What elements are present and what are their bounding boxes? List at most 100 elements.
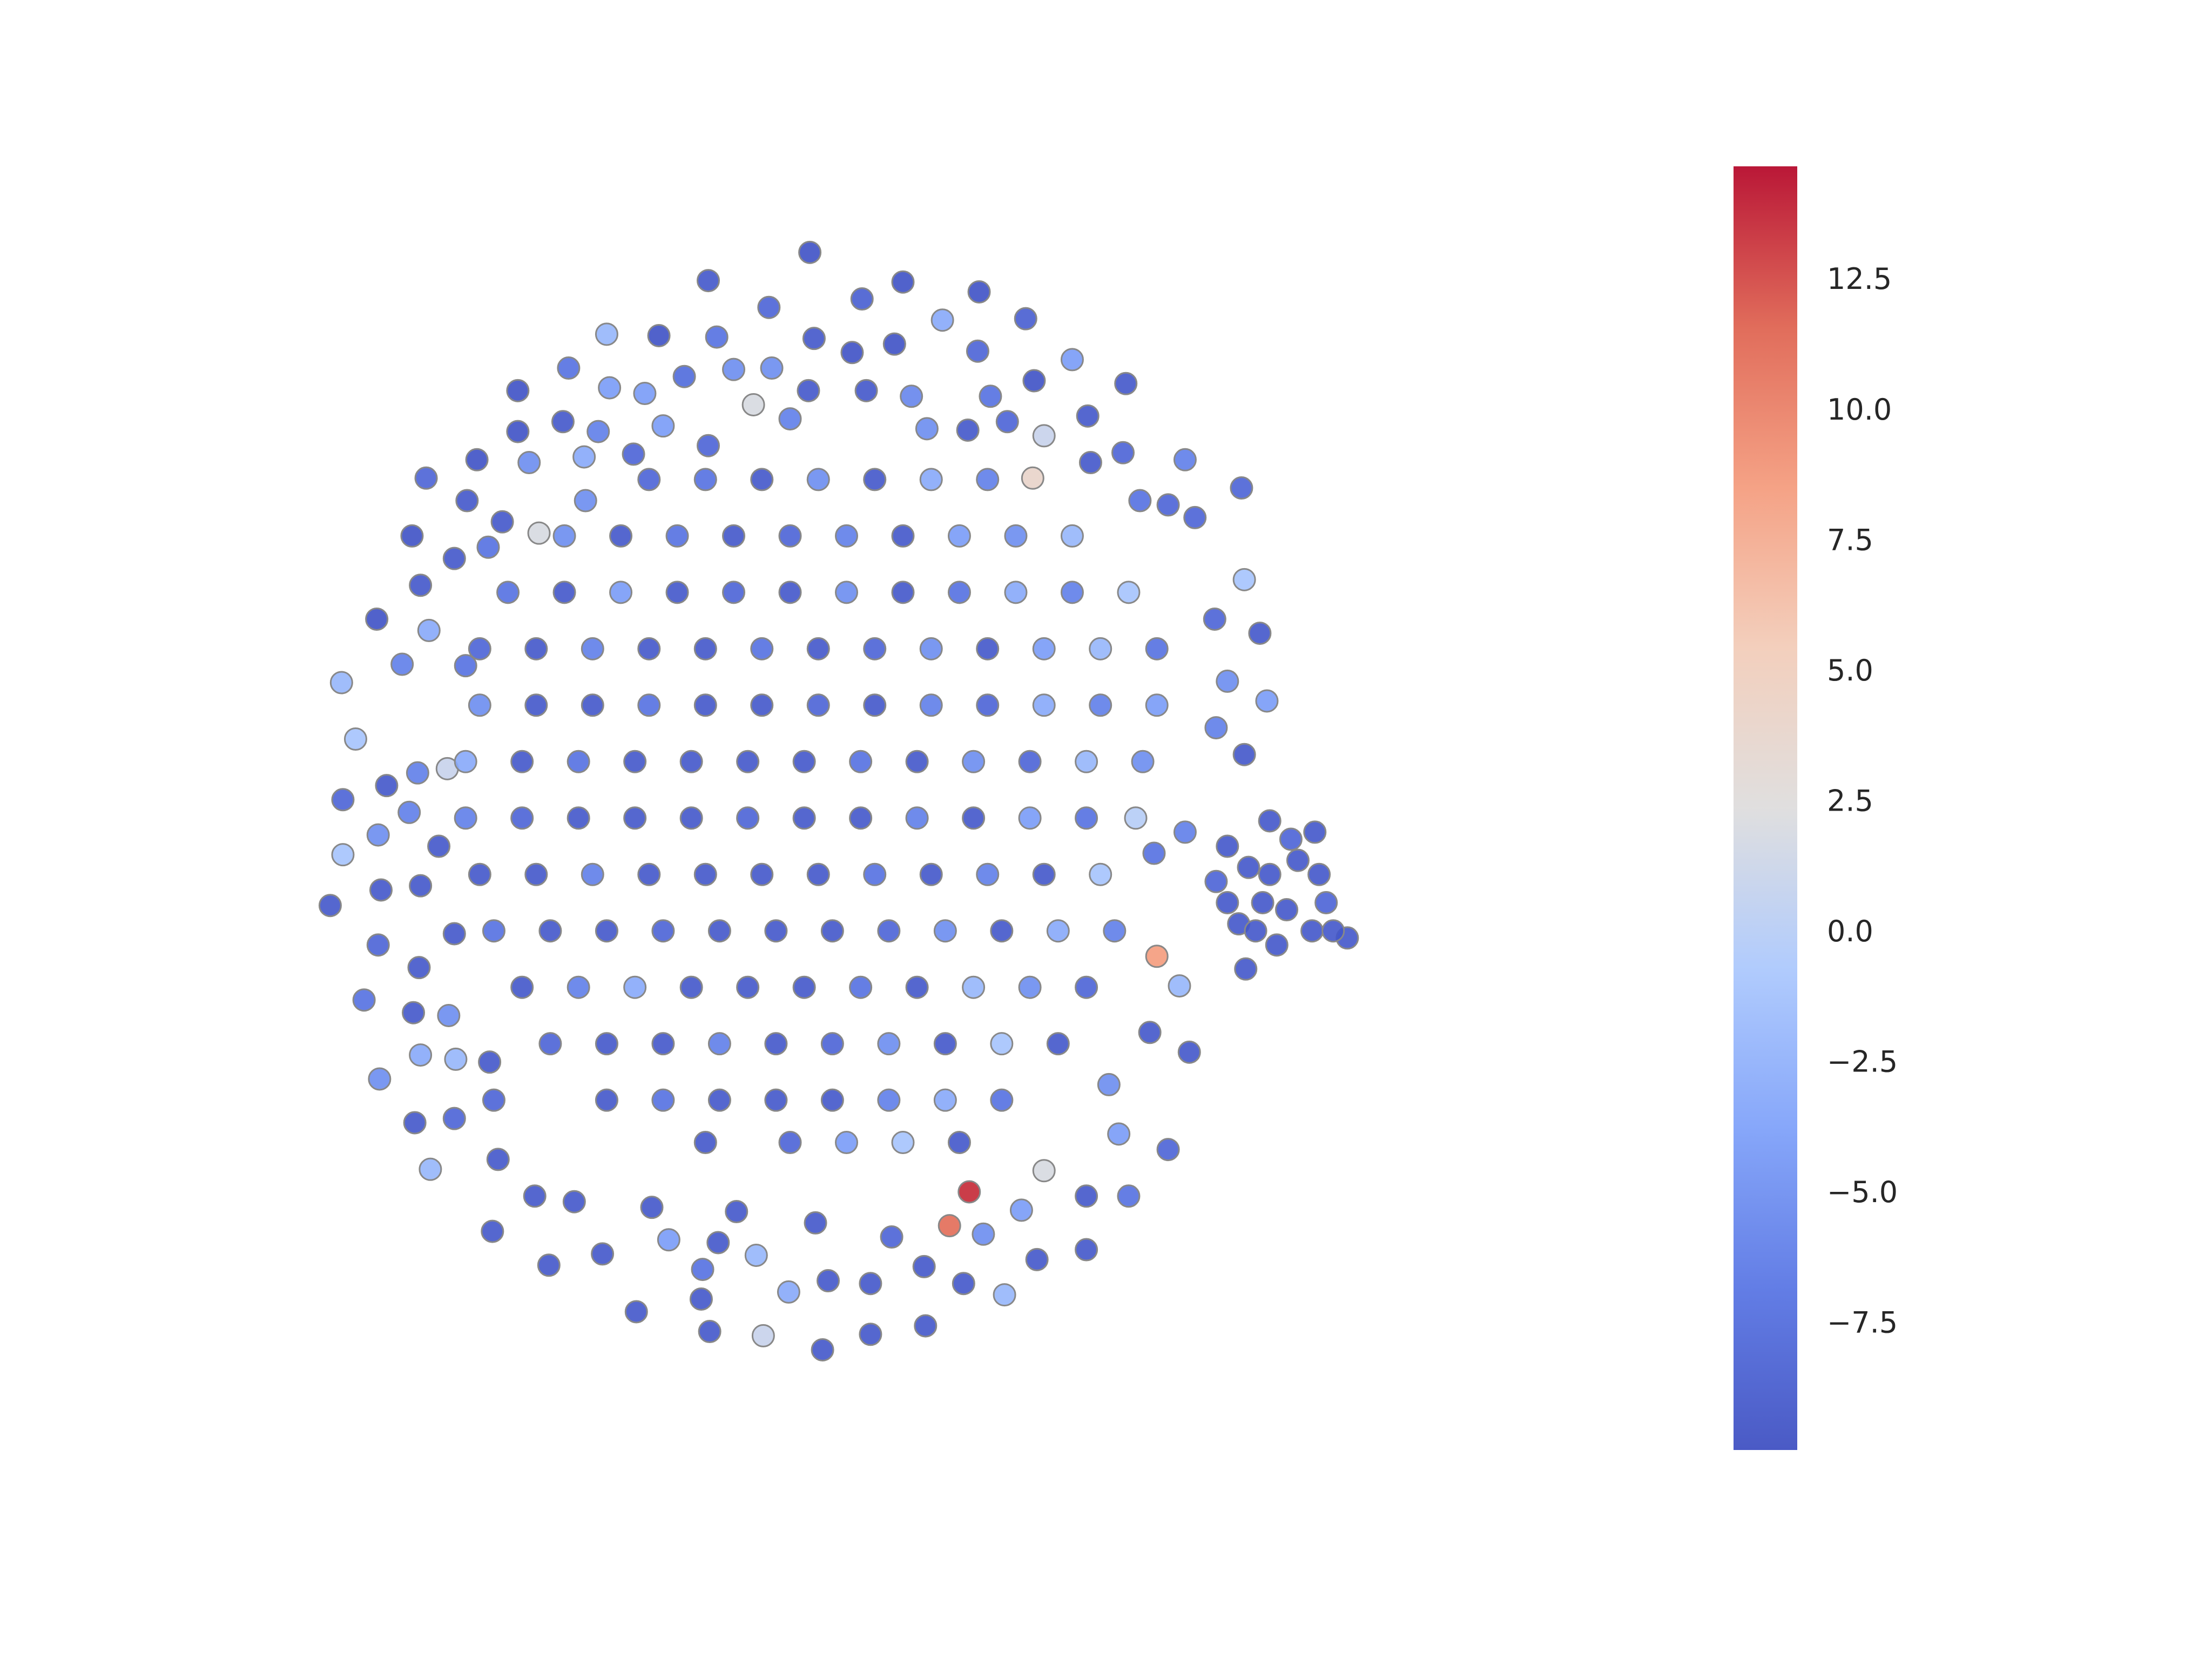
scatter-point [1314,891,1338,914]
scatter-point [414,466,438,490]
scatter-point [933,1088,957,1112]
scatter-point [1114,372,1138,395]
scatter-point [586,420,610,443]
scatter-point [806,693,830,717]
scatter-point [1117,581,1141,604]
colorbar-tick-label: 10.0 [1827,393,1892,427]
colorbar-ticks: −7.5 −5.0 −2.5 0.0 2.5 5.0 7.5 10.0 12.5 [1827,262,1898,1340]
scatter-point [1255,689,1279,713]
scatter-point [1097,1073,1121,1096]
scatter-point [623,975,647,999]
scatter-point [524,693,548,717]
scatter-point [551,410,575,434]
scatter-point [736,806,760,830]
scatter-point [976,468,1000,491]
scatter-point [657,1228,680,1252]
scatter-point [331,788,355,812]
scatter-point [736,975,760,999]
scatter-point [806,468,830,491]
scatter-point [402,1001,426,1024]
scatter-point [1060,348,1084,372]
scatter-point [1258,862,1282,886]
scatter-point [750,637,774,660]
colorbar-tick-label: −5.0 [1827,1175,1898,1209]
scatter-point [764,1088,788,1112]
scatter-point [919,637,943,660]
scatter-point [990,919,1014,943]
scatter-point [595,322,618,346]
scatter-point [444,1047,468,1071]
scatter-point [1032,637,1056,660]
scatter-point [1076,404,1100,428]
scatter-point [409,874,433,898]
scatter-point [880,1225,903,1249]
scatter-point [976,637,1000,660]
scatter-point [995,410,1019,434]
scatter-point [478,1050,502,1074]
scatter-point [1145,693,1169,717]
scatter-point [490,510,514,534]
scatter-point [1025,1247,1049,1271]
scatter-point [567,806,590,830]
scatter-point [557,356,581,380]
scatter-point [419,1157,442,1181]
scatter-point [962,750,986,773]
scatter-point [835,524,858,548]
scatter-point [1032,424,1056,448]
scatter-point [891,581,915,604]
scatter-point [707,919,731,943]
scatter-point [1234,957,1258,981]
scatter-point [777,1280,800,1304]
scatter-point [764,1032,788,1056]
scatter-point [609,524,633,548]
scatter-point [397,800,421,824]
scatter-point [1111,441,1135,464]
scatter-point [1173,820,1197,844]
scatter-point [468,637,491,660]
scatter-point [581,693,604,717]
scatter-point [744,1243,768,1267]
scatter-point [698,1320,721,1344]
scatter-point [938,1214,961,1238]
scatter-point [329,671,353,694]
scatter-point [510,750,534,773]
scatter-point [1075,750,1098,773]
scatter-point [1004,524,1028,548]
scatter-point [567,750,590,773]
scatter-point [919,693,943,717]
scatter-point [400,524,424,548]
scatter-point [679,806,703,830]
scatter-point [741,393,765,416]
scatter-point [891,270,915,294]
scatter-point [1258,809,1282,833]
scatter-point [850,287,874,311]
scatter-point [527,521,551,545]
scatter-point [552,581,576,604]
scatter-point [1145,945,1169,968]
scatter-point [804,1211,827,1235]
scatter-point [647,323,671,347]
scatter-point [933,1032,957,1056]
scatter-point [1032,862,1056,886]
scatter-point [574,489,597,512]
scatter-point [957,1180,981,1204]
scatter-point [877,1088,901,1112]
colorbar-tick-label: 2.5 [1827,784,1873,818]
scatter-point [609,581,633,604]
scatter-point [1014,307,1037,331]
scatter-point [1307,862,1331,886]
scatter-point [465,448,489,471]
scatter-point [1275,898,1299,922]
scatter-point [1018,806,1042,830]
scatter-point [693,637,717,660]
scatter-point [651,1032,675,1056]
scatter-point [952,1272,975,1296]
colorbar-tick-label: −7.5 [1827,1306,1898,1340]
scatter-point [802,327,826,350]
scatter-point [1237,855,1260,879]
scatter-point [1204,716,1228,740]
scatter-point [778,1131,802,1155]
scatter-point [966,339,989,363]
scatter-point [905,806,929,830]
scatter-point [318,894,342,918]
